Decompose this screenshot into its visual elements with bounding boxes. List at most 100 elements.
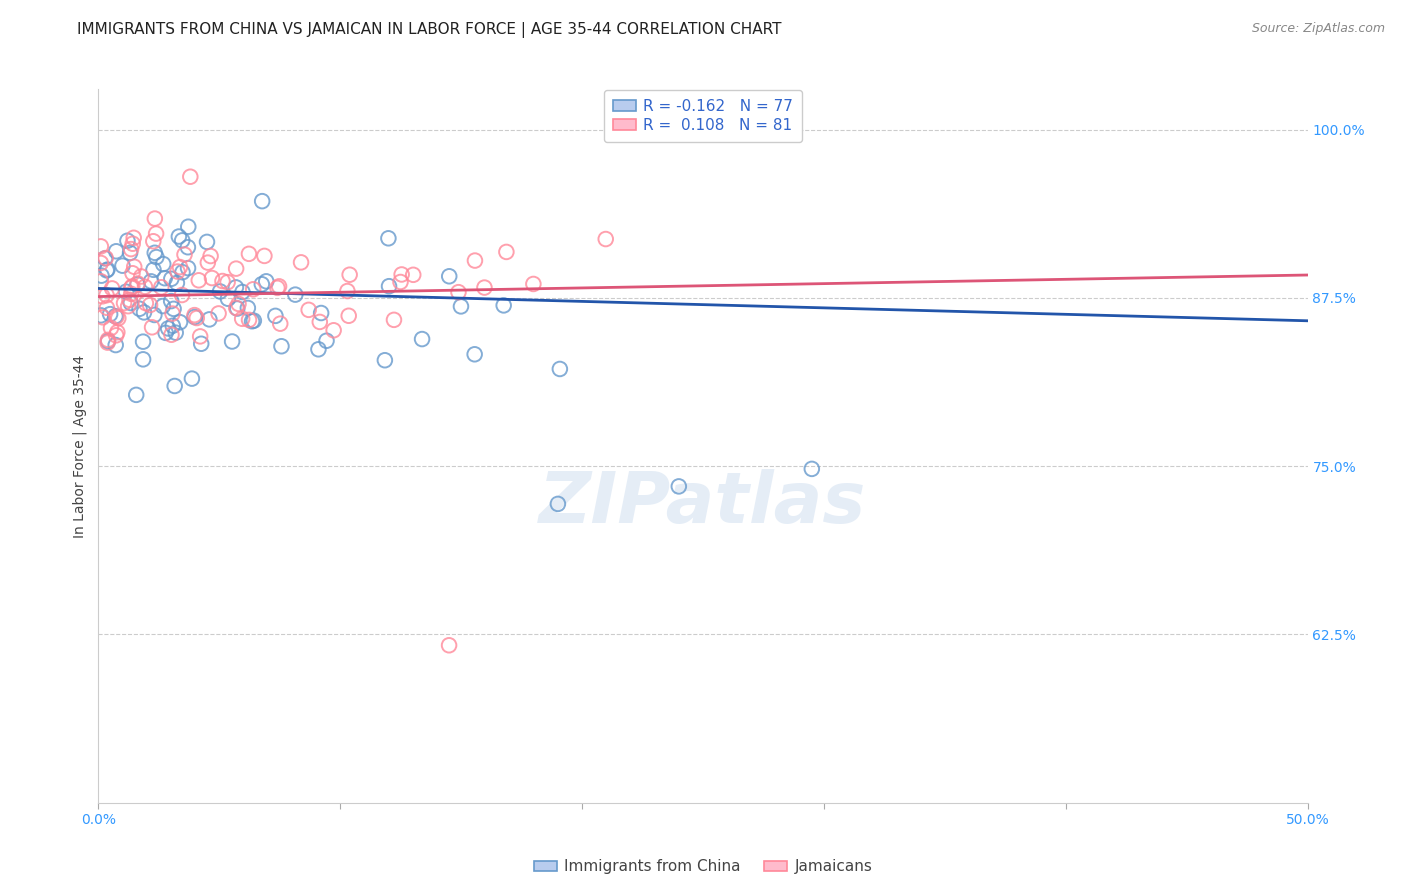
Point — [243, 313, 266, 327]
Point — [231, 285, 253, 299]
Point — [391, 268, 413, 282]
Point — [90, 309, 112, 323]
Point — [96, 335, 118, 350]
Point — [122, 260, 145, 274]
Point — [188, 329, 211, 343]
Point — [209, 285, 232, 299]
Point — [238, 313, 260, 327]
Point — [201, 271, 224, 285]
Point — [250, 194, 273, 209]
Point — [160, 272, 183, 286]
Point — [107, 311, 129, 326]
Point — [217, 292, 239, 306]
Point — [143, 211, 166, 226]
Y-axis label: In Labor Force | Age 35-44: In Labor Force | Age 35-44 — [73, 354, 87, 538]
Point — [120, 242, 142, 256]
Point — [120, 245, 142, 260]
Point — [492, 298, 515, 312]
Point — [90, 274, 112, 288]
Point — [190, 336, 212, 351]
Point — [101, 281, 124, 295]
Point — [200, 249, 222, 263]
Point — [98, 307, 121, 321]
Point — [91, 310, 114, 325]
Point — [90, 256, 112, 270]
Point — [143, 308, 166, 322]
Point — [135, 296, 157, 310]
Point — [105, 325, 128, 339]
Point — [402, 268, 425, 282]
Point — [217, 275, 239, 289]
Point — [96, 263, 118, 277]
Point — [112, 296, 135, 310]
Point — [143, 245, 166, 260]
Point — [374, 353, 396, 368]
Point — [195, 235, 218, 249]
Point — [162, 318, 184, 333]
Point — [121, 266, 143, 280]
Point — [157, 321, 180, 335]
Point — [169, 260, 191, 274]
Point — [411, 332, 433, 346]
Point — [100, 321, 122, 335]
Point — [207, 306, 229, 320]
Point — [90, 268, 112, 283]
Point — [104, 309, 127, 323]
Point — [198, 312, 221, 326]
Point — [548, 362, 571, 376]
Point — [173, 247, 195, 261]
Point — [238, 247, 260, 261]
Point — [127, 277, 149, 292]
Point — [120, 281, 142, 295]
Point — [132, 305, 155, 319]
Point — [169, 315, 191, 329]
Point — [134, 280, 156, 294]
Point — [115, 285, 138, 299]
Point — [437, 638, 460, 652]
Point — [129, 269, 152, 284]
Point — [228, 297, 250, 311]
Point — [264, 309, 287, 323]
Point — [547, 497, 569, 511]
Point — [172, 265, 194, 279]
Point — [105, 244, 128, 259]
Point — [105, 310, 128, 324]
Point — [128, 301, 150, 316]
Point — [120, 286, 142, 301]
Point — [242, 282, 264, 296]
Point — [127, 277, 149, 291]
Point — [139, 298, 162, 312]
Point — [474, 280, 496, 294]
Point — [377, 231, 399, 245]
Point — [165, 326, 187, 340]
Point — [267, 279, 290, 293]
Text: IMMIGRANTS FROM CHINA VS JAMAICAN IN LABOR FORCE | AGE 35-44 CORRELATION CHART: IMMIGRANTS FROM CHINA VS JAMAICAN IN LAB… — [77, 22, 782, 38]
Point — [132, 352, 155, 367]
Point — [269, 317, 291, 331]
Point — [117, 234, 139, 248]
Point — [177, 261, 200, 276]
Point — [339, 268, 361, 282]
Point — [117, 299, 139, 313]
Point — [145, 227, 167, 241]
Point — [382, 313, 405, 327]
Point — [111, 259, 134, 273]
Point — [186, 311, 208, 326]
Point — [181, 371, 204, 385]
Point — [139, 274, 162, 288]
Point — [145, 250, 167, 264]
Point — [337, 309, 360, 323]
Point — [254, 274, 277, 288]
Text: Source: ZipAtlas.com: Source: ZipAtlas.com — [1251, 22, 1385, 36]
Point — [172, 233, 194, 247]
Point — [152, 257, 174, 271]
Point — [298, 302, 321, 317]
Point — [96, 262, 118, 277]
Point — [94, 252, 117, 266]
Point — [315, 334, 337, 348]
Point — [307, 343, 329, 357]
Point — [155, 326, 177, 340]
Point — [464, 253, 486, 268]
Point — [122, 231, 145, 245]
Point — [336, 284, 359, 298]
